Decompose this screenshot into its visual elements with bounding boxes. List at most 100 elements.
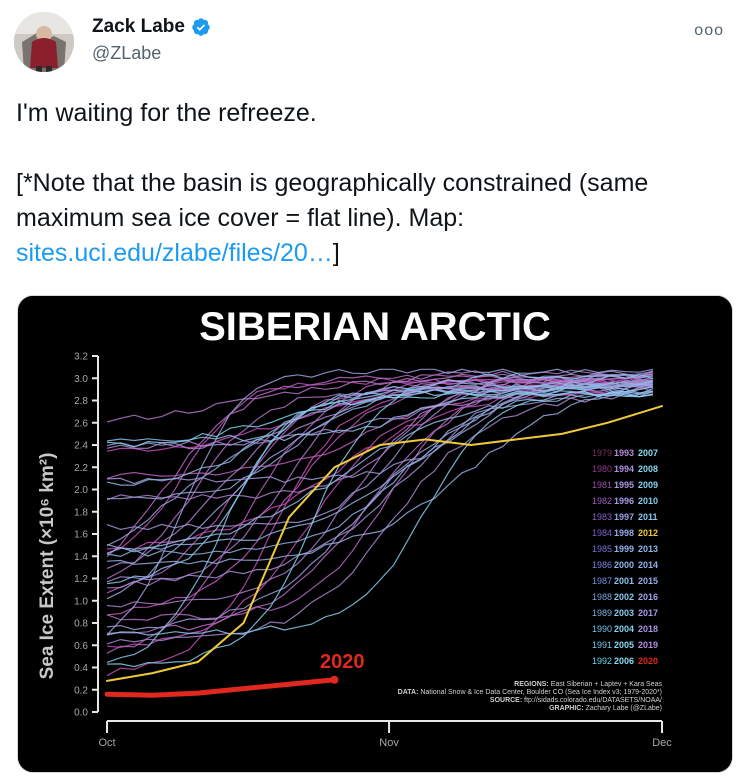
legend-item-1985: 1985	[592, 544, 612, 554]
legend-item-1986: 1986	[592, 560, 612, 570]
highlight-label-2020: 2020	[320, 651, 365, 673]
annotation-line: DATA: National Snow & Ice Data Center, B…	[398, 689, 662, 696]
x-tick-label: Oct	[98, 737, 115, 749]
tweet-line-2: [*Note that the basin is geographically …	[16, 166, 736, 271]
legend-item-1983: 1983	[592, 512, 612, 522]
legend-item-2001: 2001	[614, 576, 634, 586]
legend-item-2011: 2011	[638, 512, 658, 522]
historical-year-line	[106, 368, 654, 636]
tweet-line-1: I'm waiting for the refreeze.	[16, 99, 317, 127]
legend-item-1994: 1994	[614, 464, 634, 474]
chart-y-axis-label: Sea Ice Extent (×10⁶ km²)	[37, 453, 58, 680]
annotation-line: GRAPHIC: Zachary Labe (@ZLabe)	[549, 705, 662, 712]
historical-year-line	[106, 390, 654, 663]
legend-item-1995: 1995	[614, 480, 634, 490]
legend-item-2004: 2004	[614, 624, 634, 634]
author-name[interactable]: Zack Labe	[92, 16, 185, 37]
legend-item-1981: 1981	[592, 480, 612, 490]
avatar[interactable]	[14, 12, 74, 72]
chart-axes: 0.0 0.2 0.4 0.6 0.8 1.0 1.2 1.4 1.6 1.8 2.0 2.2 2.4 2…	[74, 352, 672, 750]
legend-item-2000: 2000	[614, 560, 634, 570]
historical-year-line	[106, 372, 654, 668]
tweet-link[interactable]: sites.uci.edu/zlabe/files/20…	[16, 239, 333, 267]
y-tick-label: 2.8	[74, 396, 88, 407]
series-line-2012	[106, 405, 663, 682]
avatar-image	[14, 12, 74, 72]
verified-badge-icon	[192, 18, 210, 36]
y-tick-label: 2.6	[74, 418, 88, 429]
chart-legend: 1979 1993 2007 1980 1994 2008 1981 1995 2009 1982…	[592, 448, 658, 666]
x-tick-label: Dec	[652, 737, 672, 749]
annotation-line: REGIONS: East Siberian + Laptev + Kara S…	[514, 681, 662, 688]
legend-item-2016: 2016	[638, 592, 658, 602]
tweet-media-chart[interactable]: SIBERIAN ARCTIC Sea Ice Extent (×10⁶ km²…	[17, 295, 733, 773]
series-line-2020	[104, 677, 337, 698]
legend-item-1979: 1979	[592, 448, 612, 458]
more-options-icon[interactable]: ooo	[694, 22, 724, 39]
historical-year-line	[106, 373, 654, 550]
legend-item-2010: 2010	[638, 496, 658, 506]
historical-year-line	[106, 369, 654, 589]
legend-item-1990: 1990	[592, 624, 612, 634]
legend-item-1993: 1993	[614, 448, 634, 458]
legend-item-1997: 1997	[614, 512, 634, 522]
legend-item-2009: 2009	[638, 480, 658, 490]
y-tick-label: 1.6	[74, 530, 88, 541]
legend-item-2020: 2020	[638, 656, 658, 666]
historical-year-line	[106, 385, 654, 442]
y-tick-label: 0.6	[74, 641, 88, 652]
legend-item-1998: 1998	[614, 528, 634, 538]
legend-item-1987: 1987	[592, 576, 612, 586]
tweet-link-suffix: ]	[332, 239, 340, 267]
historical-year-line	[106, 390, 653, 448]
legend-item-1999: 1999	[614, 544, 634, 554]
author-handle[interactable]: @ZLabe	[92, 43, 162, 63]
legend-item-1996: 1996	[614, 496, 634, 506]
historical-year-line	[106, 392, 654, 645]
y-tick-label: 0.8	[74, 619, 88, 630]
y-tick-label: 1.0	[74, 596, 88, 607]
historical-year-line	[106, 391, 654, 631]
y-tick-label: 3.0	[74, 374, 88, 385]
legend-item-2018: 2018	[638, 624, 658, 634]
chart-highlight-lines: 2020	[104, 405, 663, 698]
historical-year-line	[106, 390, 654, 555]
x-tick-label: Nov	[379, 737, 399, 749]
historical-year-line	[106, 380, 654, 558]
chart-annotations: REGIONS: East Siberian + Laptev + Kara S…	[398, 681, 663, 712]
legend-item-1980: 1980	[592, 464, 612, 474]
tweet-text: I'm waiting for the refreeze. [*Note tha…	[16, 96, 736, 271]
legend-item-2017: 2017	[638, 608, 658, 618]
chart-title: SIBERIAN ARCTIC	[199, 305, 551, 349]
historical-year-line	[106, 381, 654, 486]
historical-year-line	[106, 391, 653, 648]
legend-item-2006: 2006	[614, 656, 634, 666]
annotation-line: SOURCE: ftp://sidads.colorado.edu/DATASE…	[490, 697, 662, 704]
legend-item-2002: 2002	[614, 592, 634, 602]
y-tick-label: 3.2	[74, 352, 88, 363]
legend-item-1991: 1991	[592, 640, 612, 650]
series-endpoint-2020	[330, 675, 339, 684]
author-row: Zack Labe	[92, 16, 211, 38]
legend-item-1984: 1984	[592, 528, 612, 538]
legend-item-2013: 2013	[638, 544, 658, 554]
legend-item-1988: 1988	[592, 592, 612, 602]
y-tick-label: 1.2	[74, 574, 88, 585]
historical-year-line	[106, 384, 653, 565]
legend-item-2008: 2008	[638, 464, 658, 474]
y-tick-label: 2.2	[74, 463, 88, 474]
y-tick-label: 1.4	[74, 552, 88, 563]
tweet-note: [*Note that the basin is geographically …	[16, 169, 649, 232]
legend-item-1989: 1989	[592, 608, 612, 618]
legend-item-2007: 2007	[638, 448, 658, 458]
y-tick-label: 1.8	[74, 507, 88, 518]
y-tick-label: 2.0	[74, 485, 88, 496]
y-tick-label: 2.4	[74, 441, 88, 452]
y-tick-label: 0.2	[74, 685, 88, 696]
legend-item-2003: 2003	[614, 608, 634, 618]
legend-item-1992: 1992	[592, 656, 612, 666]
legend-item-1982: 1982	[592, 496, 612, 506]
chart-historical-lines	[106, 368, 654, 677]
legend-item-2005: 2005	[614, 640, 634, 650]
